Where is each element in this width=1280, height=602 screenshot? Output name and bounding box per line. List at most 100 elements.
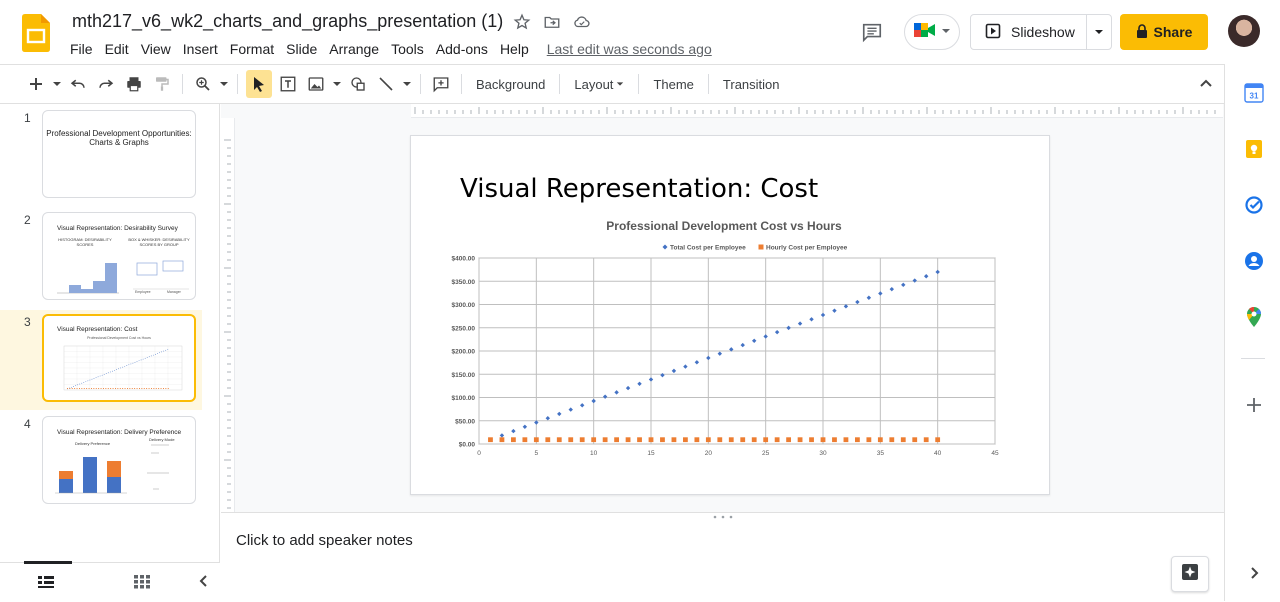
data-point-hourly-cost <box>671 437 677 443</box>
vertical-ruler[interactable] <box>221 118 235 512</box>
keep-icon[interactable] <box>1243 138 1265 160</box>
menu-edit[interactable]: Edit <box>104 41 129 57</box>
data-point-total-cost <box>797 321 803 326</box>
data-point-total-cost <box>637 381 642 386</box>
new-slide-dropdown-icon[interactable] <box>52 70 62 98</box>
menu-file[interactable]: File <box>70 41 93 57</box>
chart-title: Professional Development Cost vs Hours <box>606 219 842 233</box>
expand-side-panel-icon[interactable] <box>1243 562 1265 584</box>
menu-view[interactable]: View <box>140 41 171 57</box>
data-point-hourly-cost <box>751 437 757 443</box>
notes-resize-handle[interactable] <box>221 512 1224 520</box>
data-point-hourly-cost <box>556 437 562 443</box>
speaker-notes[interactable]: Click to add speaker notes <box>221 520 1224 601</box>
y-axis-ticks: $0.00 $50.00 $100.00 $150.00 $200.00 $250.00 $… <box>452 256 476 449</box>
background-button[interactable]: Background <box>476 76 546 92</box>
toolbar: Background Layout Theme Transition <box>0 64 1224 104</box>
slide-thumbnail-1[interactable]: Professional Development Opportunities: … <box>42 110 196 198</box>
slideshow-dropdown[interactable] <box>1087 15 1111 49</box>
data-point-hourly-cost <box>499 437 505 443</box>
y-tick-label: $400.00 <box>452 256 476 263</box>
menu-format[interactable]: Format <box>229 41 275 57</box>
slide-thumbnail-4[interactable]: Visual Representation: Delivery Preferen… <box>42 416 196 504</box>
undo-icon[interactable] <box>66 70 90 98</box>
data-point-hourly-cost <box>488 437 493 443</box>
data-point-total-cost <box>786 325 791 331</box>
star-icon[interactable] <box>512 12 532 32</box>
slide-thumbnail-2[interactable]: Visual Representation: Desirability Surv… <box>42 212 196 300</box>
select-cursor-icon[interactable] <box>246 70 272 98</box>
data-point-total-cost <box>683 364 688 369</box>
speaker-notes-placeholder[interactable]: Click to add speaker notes <box>236 532 413 549</box>
layout-button[interactable]: Layout <box>568 70 630 98</box>
shape-icon[interactable] <box>346 70 370 98</box>
chevron-up-icon[interactable] <box>1196 74 1216 94</box>
slides-logo-icon[interactable] <box>22 14 50 52</box>
avatar[interactable] <box>1228 15 1260 47</box>
scatter-chart[interactable]: Professional Development Cost vs Hours T… <box>441 214 1021 464</box>
grid-view-icon[interactable] <box>134 575 150 594</box>
calendar-icon[interactable]: 31 <box>1243 82 1265 104</box>
transition-button[interactable]: Transition <box>722 76 780 92</box>
menu-slide[interactable]: Slide <box>286 41 318 57</box>
thumb4-title: Visual Representation: Delivery Preferen… <box>57 429 182 436</box>
chart-series <box>488 269 941 443</box>
menu-tools[interactable]: Tools <box>391 41 424 57</box>
cloud-status-icon[interactable] <box>572 12 592 32</box>
add-addon-icon[interactable] <box>1243 394 1265 416</box>
filmstrip-view-icon[interactable] <box>38 575 54 594</box>
explore-button[interactable] <box>1171 556 1209 592</box>
zoom-icon[interactable] <box>191 70 215 98</box>
menu-help[interactable]: Help <box>499 41 529 57</box>
menu-insert[interactable]: Insert <box>182 41 218 57</box>
y-tick-label: $350.00 <box>452 279 476 286</box>
data-point-total-cost <box>889 286 894 292</box>
slide-thumbnail-3[interactable]: Visual Representation: Cost Professional… <box>42 314 196 402</box>
share-button[interactable]: Share <box>1120 14 1208 50</box>
data-point-total-cost <box>729 347 734 352</box>
x-tick-label: 45 <box>991 450 999 457</box>
maps-icon[interactable] <box>1243 306 1265 328</box>
data-point-total-cost <box>878 291 883 296</box>
comments-icon[interactable] <box>858 18 886 46</box>
filmstrip-footer <box>0 561 220 602</box>
insert-image-icon[interactable] <box>304 70 328 98</box>
image-dropdown-icon[interactable] <box>332 70 342 98</box>
contacts-icon[interactable] <box>1243 250 1265 272</box>
data-point-total-cost <box>717 351 722 356</box>
thumb2-box-title: BOX & WHISKER: DESIRABILITY SCORES BY GR… <box>128 237 190 247</box>
y-tick-label: $200.00 <box>452 349 476 356</box>
y-tick-label: $100.00 <box>452 395 476 402</box>
data-point-total-cost <box>614 390 619 395</box>
menu-arrange[interactable]: Arrange <box>329 41 380 57</box>
data-point-hourly-cost <box>774 437 780 443</box>
slide-canvas[interactable]: Visual Representation: Cost Professional… <box>410 135 1050 495</box>
print-icon[interactable] <box>122 70 146 98</box>
horizontal-ruler[interactable] <box>411 104 1223 118</box>
toolbar-divider <box>559 74 561 94</box>
slideshow-button[interactable]: Slideshow <box>971 15 1088 49</box>
document-title[interactable]: mth217_v6_wk2_charts_and_graphs_presenta… <box>72 11 504 31</box>
chart-grid <box>478 257 996 445</box>
data-point-hourly-cost <box>935 437 941 443</box>
new-slide-icon[interactable] <box>24 70 48 98</box>
slide-title[interactable]: Visual Representation: Cost <box>460 174 819 204</box>
line-dropdown-icon[interactable] <box>402 70 412 98</box>
toolbar-divider <box>237 74 238 94</box>
line-icon[interactable] <box>374 70 398 98</box>
menu-addons[interactable]: Add-ons <box>435 41 488 57</box>
collapse-panel-icon[interactable] <box>196 573 212 594</box>
thumb3-chart-title: Professional Development Cost vs Hours <box>87 336 151 340</box>
move-to-folder-icon[interactable] <box>542 12 562 32</box>
add-comment-icon[interactable] <box>429 70 453 98</box>
tasks-icon[interactable] <box>1243 194 1265 216</box>
redo-icon[interactable] <box>94 70 118 98</box>
data-point-hourly-cost <box>660 437 665 443</box>
data-point-total-cost <box>740 342 745 348</box>
meet-button[interactable] <box>904 14 960 50</box>
last-edit-link[interactable]: Last edit was seconds ago <box>546 41 712 57</box>
theme-button[interactable]: Theme <box>653 76 694 92</box>
zoom-dropdown-icon[interactable] <box>219 70 229 98</box>
text-box-icon[interactable] <box>276 70 300 98</box>
paint-format-icon[interactable] <box>150 70 174 98</box>
